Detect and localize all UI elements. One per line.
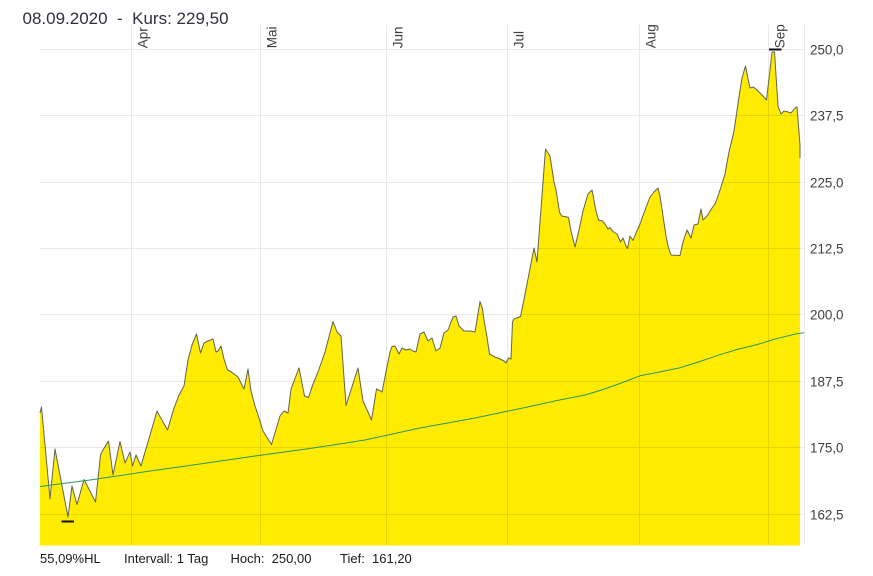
svg-text:Tief: 161,20: Tief: 161,20 [340, 551, 412, 566]
svg-text:200,0: 200,0 [810, 307, 844, 322]
svg-text:Mai: Mai [265, 27, 280, 49]
svg-text:Hoch: 250,00: Hoch: 250,00 [231, 551, 312, 566]
svg-text:250,0: 250,0 [810, 42, 844, 57]
svg-text:175,0: 175,0 [810, 440, 844, 455]
svg-text:Sep: Sep [773, 24, 788, 48]
svg-text:162,5: 162,5 [810, 507, 844, 522]
svg-text:Intervall: 1 Tag: Intervall: 1 Tag [124, 551, 208, 566]
svg-text:237,5: 237,5 [810, 108, 844, 123]
svg-text:Apr: Apr [136, 27, 151, 49]
svg-text:Aug: Aug [644, 24, 659, 48]
svg-text:Jun: Jun [391, 27, 406, 49]
svg-text:225,0: 225,0 [810, 175, 844, 190]
svg-text:08.09.2020 - Kurs: 229,50: 08.09.2020 - Kurs: 229,50 [23, 9, 229, 28]
svg-text:55,09%HL: 55,09%HL [40, 551, 101, 566]
svg-text:Jul: Jul [512, 31, 527, 48]
svg-text:212,5: 212,5 [810, 241, 844, 256]
svg-text:187,5: 187,5 [810, 374, 844, 389]
